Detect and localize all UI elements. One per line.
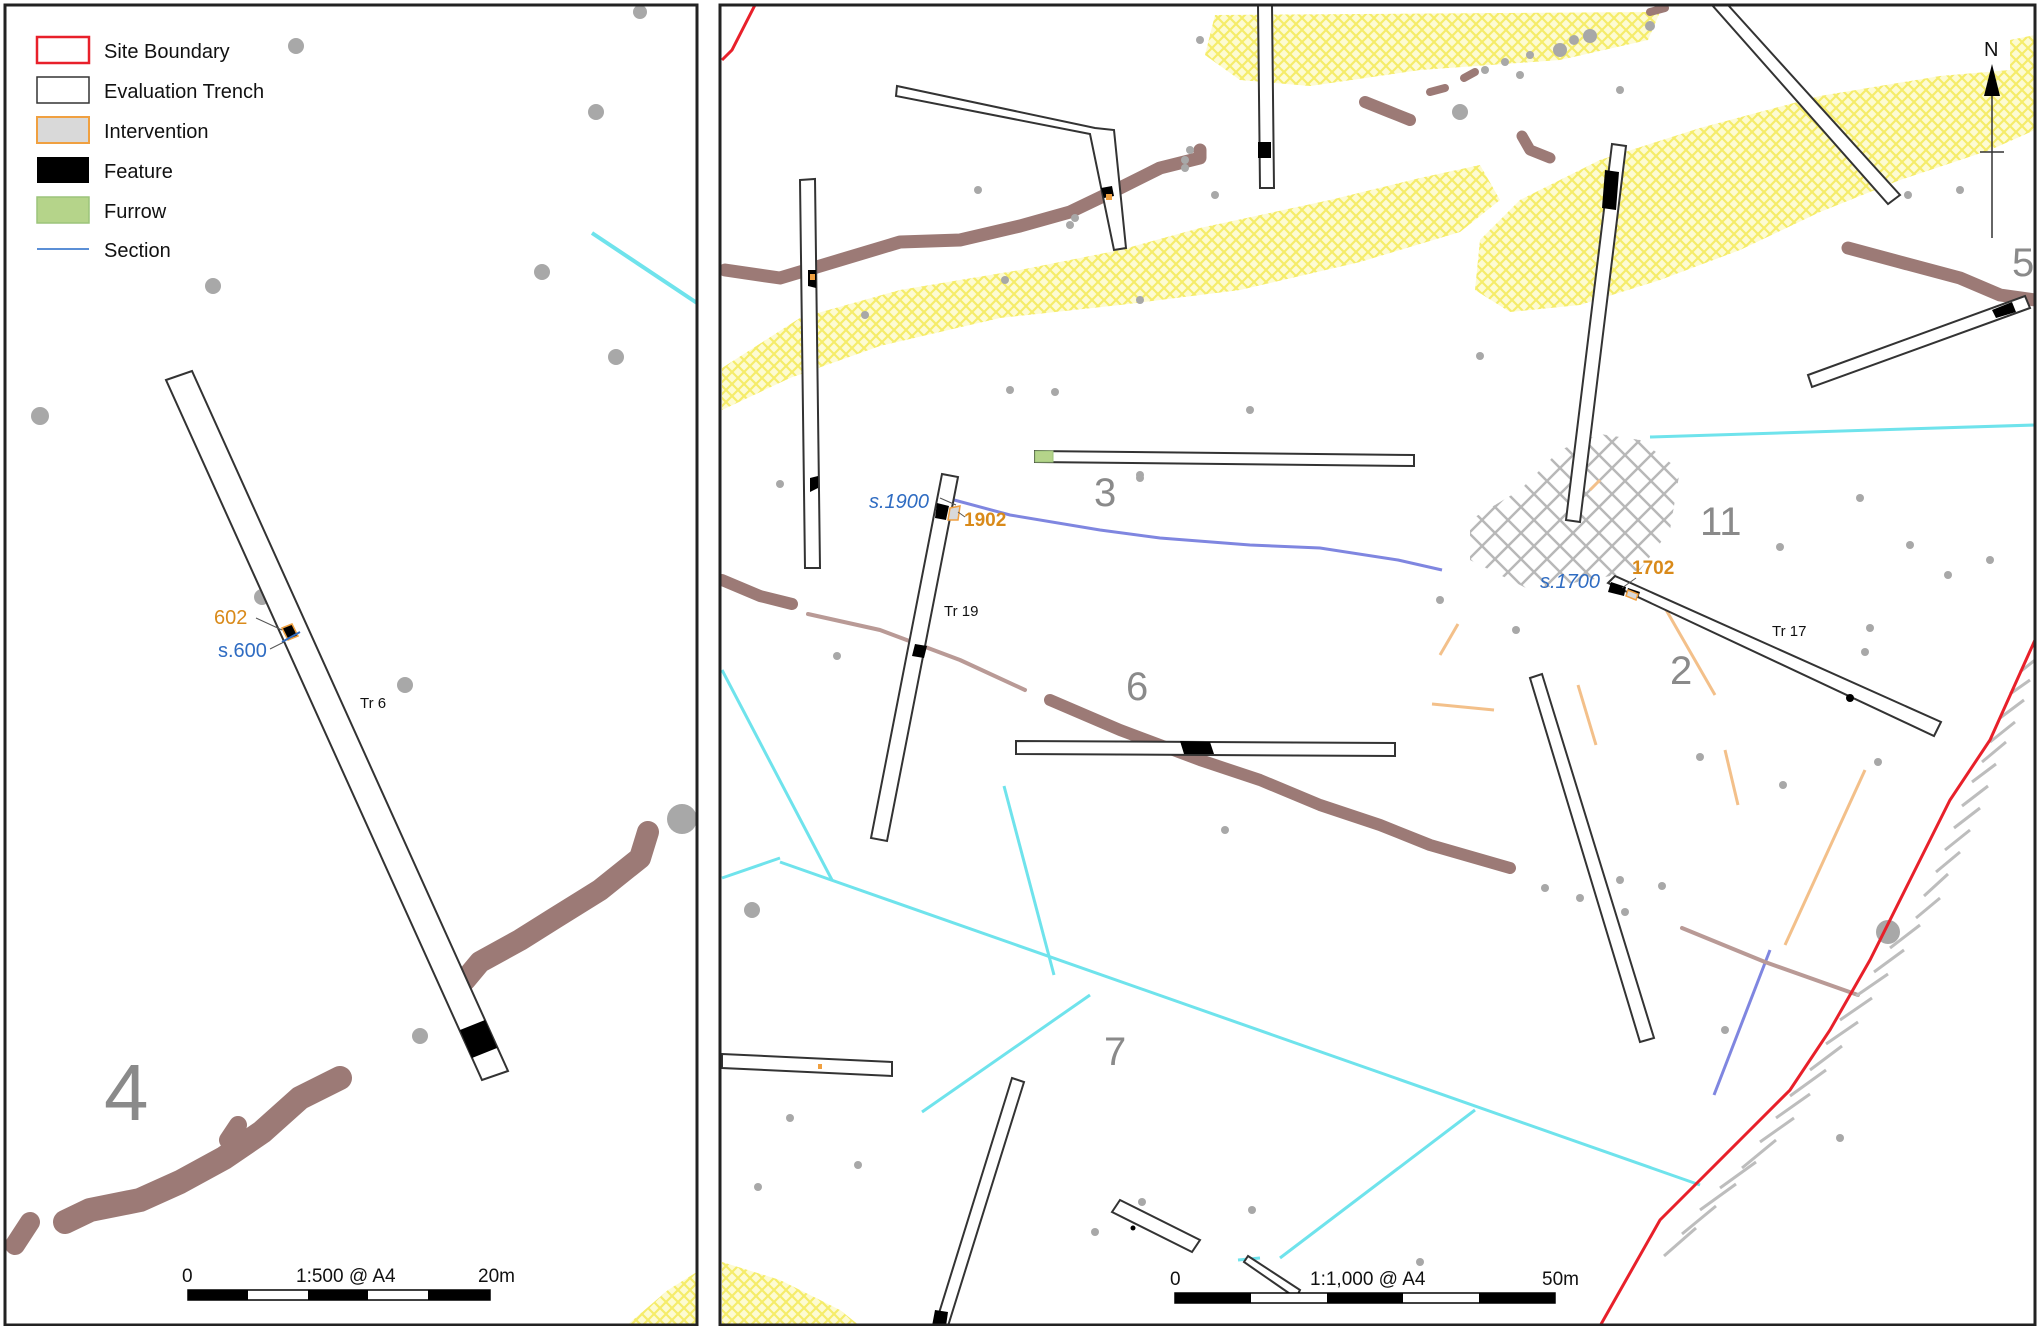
section-label-s600: s.600 bbox=[218, 640, 267, 662]
leader-s600 bbox=[269, 641, 285, 650]
furrow-fill-trench-3 bbox=[1034, 450, 1054, 463]
trench-north-vertical bbox=[1256, 5, 1276, 189]
boundary-edge-hatching bbox=[1663, 658, 2035, 1258]
scale-bar-left: 0 1:500 @ A4 20m bbox=[182, 1266, 515, 1301]
legend-label-intervention: Intervention bbox=[104, 121, 209, 143]
trench-ne-diagonal bbox=[1710, 5, 1902, 206]
trench-6-feature bbox=[460, 1020, 497, 1058]
site-boundary-line bbox=[1598, 639, 2035, 1326]
cyan-ditch-lines bbox=[720, 423, 2035, 1262]
cyan-ditch-line bbox=[590, 231, 697, 306]
legend-label-furrow: Furrow bbox=[104, 201, 167, 223]
trench-south-vertical bbox=[933, 1076, 1026, 1326]
trench-north-east-vertical bbox=[1564, 142, 1628, 524]
area-number-4: 4 bbox=[104, 1048, 149, 1137]
legend: Site Boundary Evaluation Trench Interven… bbox=[35, 35, 264, 262]
scale-left-start: 0 bbox=[182, 1266, 193, 1287]
north-label: N bbox=[1984, 39, 1998, 61]
area-number-11: 11 bbox=[1700, 500, 1742, 544]
intervention-mark-north bbox=[1106, 194, 1112, 200]
legend-swatch-evaluation-trench bbox=[36, 76, 90, 104]
trench-label-tr6: Tr 6 bbox=[360, 695, 386, 712]
trench-east-short bbox=[1806, 294, 2032, 389]
leader-1900 bbox=[939, 497, 957, 506]
north-arrow: N bbox=[1980, 39, 2004, 238]
section-label-s1700: s.1700 bbox=[1540, 571, 1600, 593]
area-number-2: 2 bbox=[1670, 649, 1692, 693]
orange-intervention-lines bbox=[1431, 478, 1867, 946]
furrow-bands-right bbox=[720, 5, 2035, 997]
legend-label-section: Section bbox=[104, 240, 171, 262]
trench-south-small bbox=[1110, 1198, 1202, 1254]
left-map-frame bbox=[3, 3, 699, 1326]
scale-left-ratio: 1:500 @ A4 bbox=[296, 1266, 396, 1287]
section-label-s1900: s.1900 bbox=[869, 491, 929, 513]
legend-swatch-furrow bbox=[36, 196, 90, 224]
posthole-dots bbox=[31, 5, 697, 1044]
leader-602 bbox=[255, 617, 283, 631]
intervention-1702 bbox=[1625, 589, 1639, 601]
trench-6 bbox=[164, 369, 510, 1082]
intervention-1902 bbox=[947, 505, 961, 521]
scale-left-end: 20m bbox=[478, 1266, 515, 1287]
right-map-panel: 3 6 7 11 2 5 Tr 19 Tr 17 s.1900 s.1700 1… bbox=[720, 5, 2035, 1326]
area-number-6: 6 bbox=[1126, 665, 1148, 709]
trench-bent-north bbox=[894, 84, 1128, 252]
legend-label-site-boundary: Site Boundary bbox=[104, 41, 230, 63]
trench-south-west-horizontal bbox=[721, 1052, 893, 1078]
right-map-frame bbox=[718, 3, 2037, 1326]
geology-hatch-areas bbox=[722, 12, 2035, 1326]
intervention-mark-south bbox=[818, 1064, 822, 1069]
posthole-dots-right bbox=[744, 21, 1994, 1266]
trench-south-east-diagonal bbox=[1528, 672, 1656, 1044]
intervention-mark-left bbox=[810, 274, 815, 280]
trench-19 bbox=[869, 472, 960, 843]
left-map-panel: 602 s.600 Tr 6 4 Site Boundary Evaluatio… bbox=[5, 5, 697, 1326]
scale-right-ratio: 1:1,000 @ A4 bbox=[1310, 1269, 1426, 1290]
section-lines bbox=[942, 495, 1772, 1096]
site-boundary-line-top bbox=[720, 5, 757, 62]
scale-right-start: 0 bbox=[1170, 1269, 1181, 1290]
leader-1702 bbox=[1621, 577, 1637, 589]
furrow-bands bbox=[5, 821, 659, 1255]
trench-label-tr19: Tr 19 bbox=[944, 603, 978, 620]
section-600-line bbox=[281, 631, 301, 643]
legend-label-feature: Feature bbox=[104, 161, 173, 183]
area-number-3: 3 bbox=[1094, 471, 1116, 515]
trench-label-tr17: Tr 17 bbox=[1772, 623, 1806, 640]
legend-swatch-intervention bbox=[36, 116, 90, 144]
leader-1902 bbox=[957, 511, 966, 518]
legend-swatch-site-boundary bbox=[35, 35, 91, 65]
legend-swatch-feature bbox=[37, 157, 89, 183]
trench-17 bbox=[1606, 574, 1943, 738]
legend-label-evaluation-trench: Evaluation Trench bbox=[104, 81, 264, 103]
intervention-label-1702: 1702 bbox=[1632, 558, 1674, 579]
intervention-label-602: 602 bbox=[214, 607, 247, 629]
area-number-5: 5 bbox=[2012, 241, 2034, 285]
geology-hatch-corner bbox=[626, 1271, 697, 1326]
scale-right-end: 50m bbox=[1542, 1269, 1579, 1290]
scale-bar-right: 0 1:1,000 @ A4 50m bbox=[1170, 1269, 1579, 1304]
intervention-label-1902: 1902 bbox=[964, 510, 1006, 531]
area-number-7: 7 bbox=[1104, 1030, 1126, 1074]
left-map-background bbox=[5, 5, 697, 1325]
